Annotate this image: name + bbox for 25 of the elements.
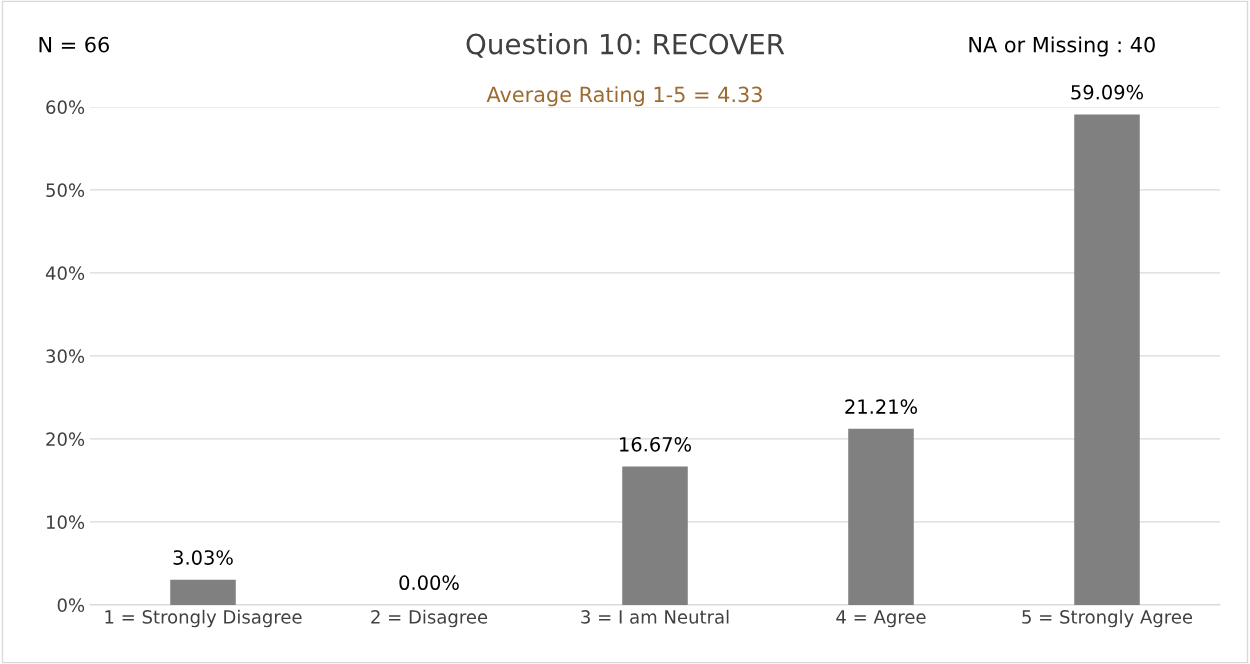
bar bbox=[848, 428, 914, 605]
y-tick-label: 10% bbox=[46, 515, 85, 530]
x-tick-label: 3 = I am Neutral bbox=[581, 609, 729, 624]
x-tick-label: 1 = Strongly Disagree bbox=[105, 609, 302, 628]
chart-title: Question 10: RECOVER bbox=[466, 33, 785, 58]
data-label: 16.67% bbox=[620, 436, 691, 452]
y-tick-label: 20% bbox=[46, 432, 85, 447]
data-label: 3.03% bbox=[173, 550, 233, 565]
y-tick-label: 50% bbox=[46, 183, 85, 198]
data-label: 21.21% bbox=[845, 399, 917, 414]
text: NA or Missing : 40 bbox=[969, 36, 1155, 57]
x-tick-label: 5 = Strongly Agree bbox=[1022, 609, 1193, 628]
y-tick-label: 60% bbox=[46, 100, 85, 115]
y-tick-label: 0% bbox=[57, 598, 85, 613]
bar bbox=[622, 466, 688, 605]
x-tick-label: 4 = Agree bbox=[836, 610, 926, 628]
data-label: 0.00% bbox=[399, 575, 459, 591]
chart-subtitle: Average Rating 1-5 = 4.33 bbox=[486, 86, 762, 107]
data-label: 59.09% bbox=[1071, 84, 1143, 100]
y-tick-label: 40% bbox=[45, 266, 85, 281]
y-tick-label: 30% bbox=[46, 349, 85, 364]
text: N = 66 bbox=[39, 36, 109, 53]
bar bbox=[170, 579, 236, 605]
x-tick-label: 2 = Disagree bbox=[371, 609, 488, 628]
bar bbox=[1074, 114, 1140, 605]
